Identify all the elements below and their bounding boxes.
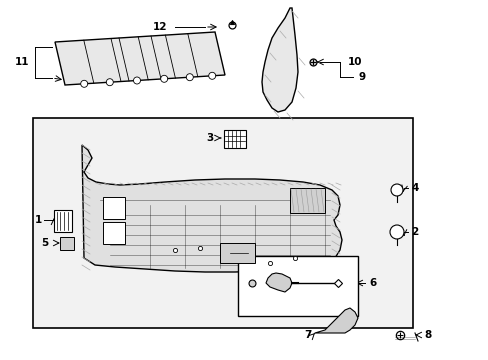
Polygon shape	[82, 145, 341, 272]
Polygon shape	[55, 32, 224, 85]
Text: 11: 11	[15, 57, 29, 67]
Text: 5: 5	[41, 238, 48, 248]
Polygon shape	[314, 308, 357, 333]
Bar	[103, 197, 125, 219]
Text: 8: 8	[424, 330, 431, 340]
Circle shape	[389, 225, 403, 239]
Text: 12: 12	[152, 22, 167, 32]
Bar	[33, 118, 412, 328]
Bar	[103, 222, 125, 244]
Circle shape	[106, 79, 113, 86]
Text: 10: 10	[347, 57, 362, 67]
Bar	[238, 256, 357, 316]
Text: 6: 6	[368, 278, 376, 288]
Polygon shape	[265, 273, 291, 292]
Bar	[289, 188, 325, 213]
Bar	[220, 243, 254, 263]
Circle shape	[81, 80, 87, 87]
Text: 9: 9	[358, 72, 365, 82]
Circle shape	[186, 74, 193, 81]
Bar	[54, 210, 72, 232]
Bar	[224, 130, 245, 148]
Text: 1: 1	[34, 215, 41, 225]
Circle shape	[133, 77, 140, 84]
Circle shape	[208, 72, 215, 79]
Circle shape	[390, 184, 402, 196]
Polygon shape	[262, 8, 297, 112]
Circle shape	[161, 75, 167, 82]
Bar	[60, 237, 74, 250]
Text: 4: 4	[410, 183, 418, 193]
Text: 3: 3	[206, 133, 213, 143]
Text: 2: 2	[410, 227, 418, 237]
Text: 7: 7	[304, 330, 311, 340]
